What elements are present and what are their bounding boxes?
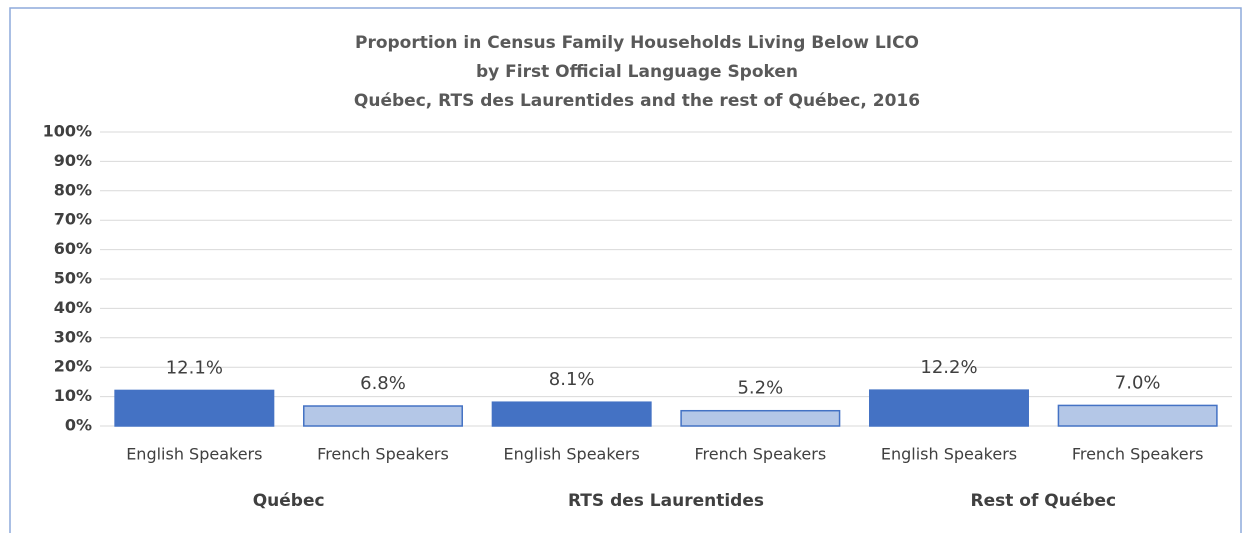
x-tick-label: French Speakers	[1072, 445, 1204, 464]
x-tick-label: English Speakers	[126, 445, 262, 464]
bar	[303, 405, 463, 427]
value-label: 7.0%	[1115, 372, 1161, 393]
bar	[1057, 404, 1218, 427]
y-tick-label: 0%	[65, 416, 92, 435]
bar	[680, 409, 841, 427]
x-tick-label: French Speakers	[317, 445, 449, 464]
chart-title: Proportion in Census Family Households L…	[355, 33, 919, 53]
value-label: 12.2%	[920, 357, 977, 378]
y-tick-label: 60%	[54, 239, 92, 258]
y-tick-label: 50%	[54, 269, 92, 288]
x-tick-label: English Speakers	[881, 445, 1017, 464]
chart-frame	[9, 7, 1242, 533]
y-tick-label: 70%	[54, 210, 92, 229]
bar	[869, 389, 1029, 427]
value-label: 5.2%	[737, 378, 783, 399]
x-tick-label: English Speakers	[504, 445, 640, 464]
value-label: 6.8%	[360, 373, 406, 394]
bar	[491, 401, 652, 427]
y-tick-label: 40%	[54, 298, 92, 317]
bar	[114, 389, 275, 427]
y-tick-label: 100%	[43, 122, 92, 141]
chart-title: Québec, RTS des Laurentides and the rest…	[354, 91, 920, 111]
y-tick-label: 20%	[54, 357, 92, 376]
x-tick-label: French Speakers	[694, 445, 826, 464]
y-tick-label: 90%	[54, 151, 92, 170]
group-label: Rest of Québec	[971, 491, 1117, 511]
group-label: Québec	[253, 491, 325, 511]
y-tick-label: 30%	[54, 327, 92, 346]
group-label: RTS des Laurentides	[568, 491, 764, 511]
value-label: 8.1%	[549, 369, 595, 390]
chart-title: by First Official Language Spoken	[476, 62, 798, 82]
value-label: 12.1%	[166, 357, 223, 378]
y-tick-label: 80%	[54, 180, 92, 199]
y-tick-label: 10%	[54, 386, 92, 405]
